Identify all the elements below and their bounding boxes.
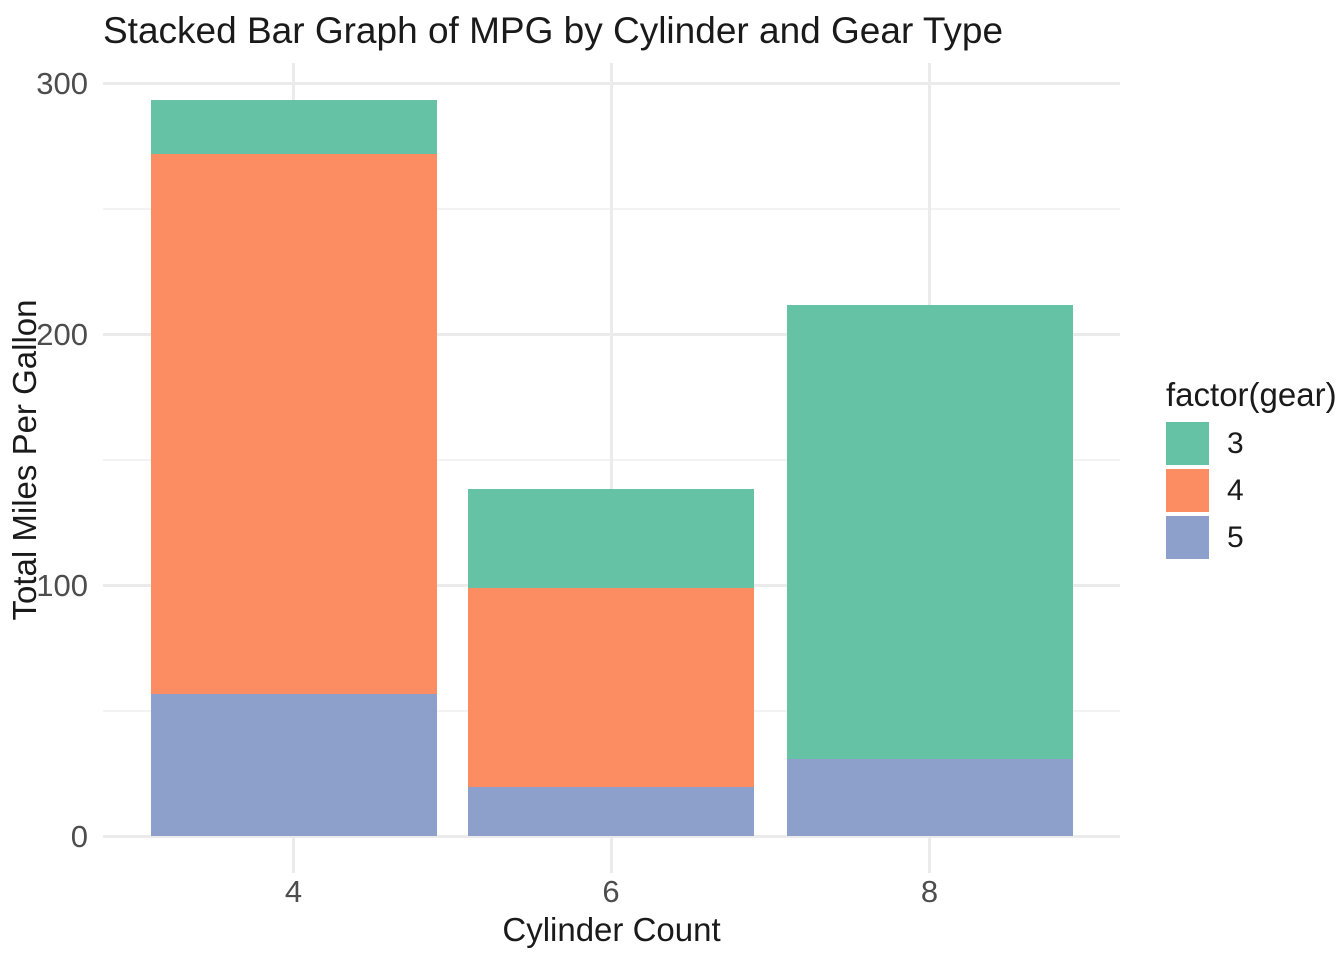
- x-tick-label: 6: [602, 874, 620, 909]
- x-tick-label: 4: [284, 874, 303, 909]
- legend-title: factor(gear): [1166, 376, 1337, 413]
- legend-label: 4: [1227, 473, 1244, 507]
- bar-segment-gear-3-cyl-6: [468, 489, 754, 589]
- legend-item-gear-5: 5: [1166, 516, 1337, 559]
- legend-items: 3 4 5: [1166, 422, 1337, 559]
- legend-key-swatch: [1166, 469, 1209, 512]
- legend-item-gear-3: 3: [1166, 422, 1337, 465]
- legend: factor(gear) 3 4 5: [1166, 375, 1337, 563]
- x-major-gridline: [609, 63, 613, 873]
- legend-label: 3: [1227, 426, 1244, 460]
- legend-key-swatch: [1166, 422, 1209, 465]
- x-axis-title: Cylinder Count: [502, 911, 721, 948]
- y-tick-label: 300: [36, 66, 88, 101]
- bar-segment-gear-4-cyl-6: [468, 588, 754, 787]
- bar-segment-gear-5-cyl-6: [468, 786, 754, 836]
- x-tick-label: 8: [920, 874, 939, 909]
- bar-segment-gear-5-cyl-8: [786, 758, 1073, 836]
- bar-segment-gear-3-cyl-4: [150, 99, 437, 154]
- y-tick-label: 0: [70, 819, 88, 854]
- y-tick-label: 200: [36, 317, 88, 352]
- chart-title: Stacked Bar Graph of MPG by Cylinder and…: [103, 10, 1004, 51]
- legend-item-gear-4: 4: [1166, 469, 1337, 512]
- legend-label: 5: [1227, 520, 1244, 554]
- bar-segment-gear-3-cyl-8: [786, 305, 1073, 759]
- y-tick-label: 100: [36, 568, 88, 603]
- bar-segment-gear-5-cyl-4: [150, 694, 437, 836]
- bar-segment-gear-4-cyl-4: [150, 153, 437, 695]
- legend-key-swatch: [1166, 516, 1209, 559]
